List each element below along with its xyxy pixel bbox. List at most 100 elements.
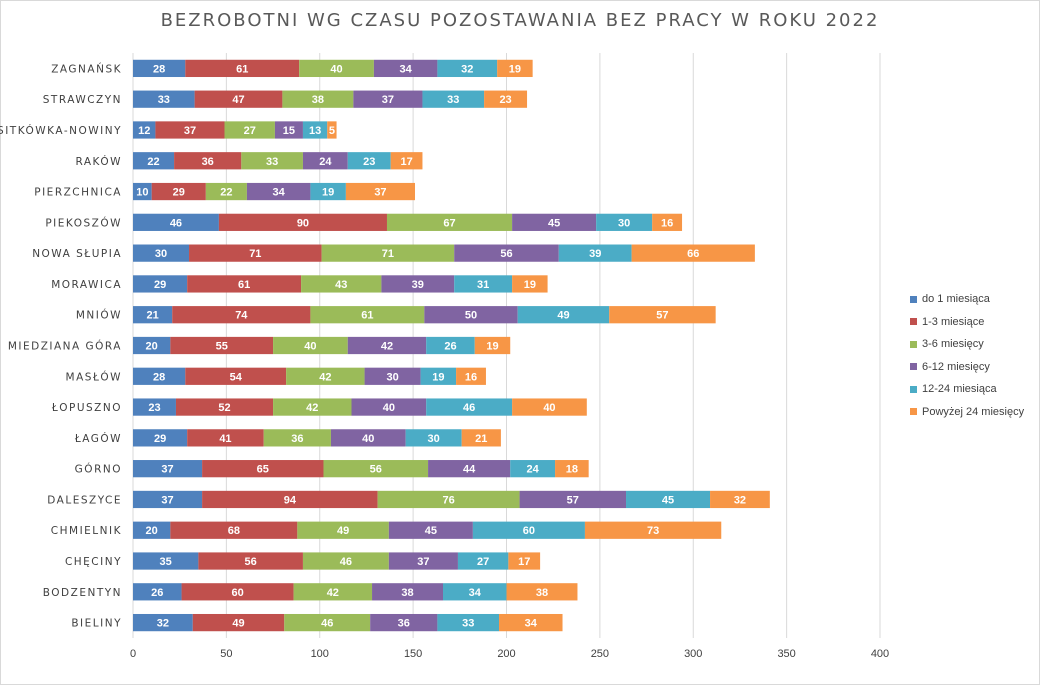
bar-segment [133, 152, 175, 170]
bar-segment [422, 90, 485, 108]
bar-segment [302, 121, 328, 139]
bar-segment [133, 521, 171, 539]
bar-segment [282, 90, 354, 108]
data-label: 10 [136, 187, 148, 199]
legend-label: 6-12 miesięcy [922, 360, 990, 373]
data-label: 44 [463, 464, 476, 476]
bar-segment [626, 490, 711, 509]
data-label: 56 [245, 556, 257, 568]
bar-segment [437, 613, 500, 632]
data-label: 71 [249, 248, 261, 260]
bar-segment [596, 213, 653, 231]
bar-segment [241, 152, 303, 170]
bar-segment [330, 429, 406, 447]
data-label: 28 [153, 63, 165, 75]
bar-segment [474, 336, 511, 355]
category-label: ŁAGÓW [74, 432, 122, 445]
bar-segment [284, 613, 371, 632]
legend-swatch [910, 295, 917, 303]
x-tick-label: 350 [777, 648, 795, 660]
data-label: 50 [465, 310, 477, 322]
data-label: 37 [184, 125, 196, 137]
bar-segment [133, 306, 173, 324]
data-label: 34 [525, 618, 538, 630]
data-label: 33 [158, 94, 170, 106]
data-label: 35 [160, 556, 172, 568]
data-label: 19 [322, 187, 334, 199]
data-label: 34 [400, 63, 413, 75]
data-label: 18 [566, 464, 578, 476]
data-label: 74 [235, 310, 248, 322]
bar-segment [133, 583, 182, 601]
bar-segment [345, 182, 415, 201]
bar-segment [512, 398, 587, 416]
data-label: 22 [220, 187, 232, 199]
data-label: 33 [447, 94, 459, 106]
bar-segment [519, 490, 627, 509]
data-label: 27 [477, 556, 489, 568]
bar-segment [555, 460, 589, 478]
data-label: 68 [228, 525, 240, 537]
data-label: 13 [309, 125, 321, 137]
bar-segment [497, 59, 533, 78]
data-label: 46 [463, 402, 475, 414]
bar-segment [299, 59, 374, 78]
bar-segment [302, 152, 348, 170]
data-label: 21 [475, 433, 487, 445]
data-label: 55 [216, 341, 228, 353]
data-label: 54 [230, 371, 243, 383]
data-label: 38 [536, 587, 548, 599]
data-label: 30 [386, 371, 398, 383]
legend-item: 6-12 miesięcy [910, 356, 1024, 379]
data-label: 42 [381, 341, 393, 353]
data-label: 42 [319, 371, 331, 383]
data-label: 65 [257, 464, 269, 476]
bar-segment [323, 460, 429, 478]
data-label: 71 [382, 248, 394, 260]
data-label: 42 [327, 587, 339, 599]
data-label: 32 [157, 618, 169, 630]
data-label: 30 [618, 217, 630, 229]
data-label: 45 [425, 525, 437, 537]
data-label: 16 [465, 371, 477, 383]
legend-label: do 1 miesiąca [922, 293, 990, 306]
data-label: 41 [219, 433, 231, 445]
legend-swatch [910, 408, 917, 416]
category-label: MASŁÓW [66, 370, 122, 383]
bar-segment [187, 429, 264, 447]
data-label: 90 [297, 217, 309, 229]
bar-segment [194, 90, 283, 108]
bar-segment [133, 336, 171, 355]
chart-title: BEZROBOTNI WG CZASU POZOSTAWANIA BEZ PRA… [160, 10, 880, 31]
data-label: 32 [734, 494, 746, 506]
data-label: 20 [146, 525, 158, 537]
bar-segment [390, 152, 423, 170]
bar-segment [202, 460, 324, 478]
bar-segment [428, 460, 511, 478]
legend-swatch [910, 363, 917, 371]
category-label: CHMIELNIK [51, 525, 122, 537]
bar-segment [192, 613, 285, 632]
data-label: 36 [398, 618, 410, 630]
bar-segment [347, 152, 391, 170]
bar-segment [151, 182, 206, 201]
data-label: 30 [155, 248, 167, 260]
bar-segment [377, 490, 520, 509]
bar-segment [175, 398, 274, 416]
data-label: 27 [244, 125, 256, 137]
category-label: CHĘCINY [65, 556, 122, 568]
data-label: 61 [361, 310, 373, 322]
data-label: 52 [218, 402, 230, 414]
bar-segment [347, 336, 427, 355]
bar-segment [170, 521, 298, 539]
bar-segment [187, 275, 302, 293]
bar-segment [133, 460, 203, 478]
data-label: 19 [509, 63, 521, 75]
data-label: 49 [557, 310, 569, 322]
bar-segment [472, 521, 585, 539]
bar-segment [420, 367, 457, 385]
bar-segment [517, 306, 610, 324]
category-label: ZAGNAŃSK [51, 62, 122, 75]
bar-segment [133, 490, 203, 509]
bar-segment [205, 182, 247, 201]
